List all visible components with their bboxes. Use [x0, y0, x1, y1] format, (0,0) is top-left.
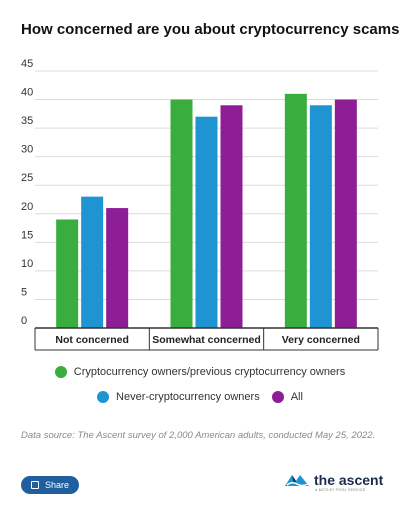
- legend-item-never-owners: Never-cryptocurrency owners: [97, 391, 260, 403]
- bar: [220, 105, 243, 329]
- legend-row-2: Never-cryptocurrency owners All: [0, 391, 400, 403]
- legend-label-all: All: [290, 391, 303, 403]
- bar: [106, 208, 129, 328]
- y-tick-label: 10: [21, 258, 33, 270]
- y-tick-label: 40: [21, 87, 33, 99]
- legend-item-owners: Cryptocurrency owners/previous cryptocur…: [54, 366, 346, 378]
- data-source-note: Data source: The Ascent survey of 2,000 …: [21, 430, 376, 441]
- y-tick-label: 0: [21, 315, 27, 327]
- legend-item-all: All: [271, 391, 303, 403]
- bar: [309, 105, 332, 329]
- legend-swatch-all: [271, 391, 284, 403]
- legend-label-owners: Cryptocurrency owners/previous cryptocur…: [73, 366, 346, 378]
- bar: [334, 99, 357, 328]
- ascent-logo-icon: [285, 475, 309, 487]
- y-tick-label: 25: [21, 172, 33, 184]
- legend-swatch-never-owners: [97, 391, 110, 403]
- bar-chart: 0 5 10 15 20 25 30 35 40 45 Not concerned Somewhat …: [21, 58, 379, 351]
- x-tick-label: Very concerned: [282, 334, 360, 346]
- bar: [195, 116, 218, 328]
- x-tick-label: Somewhat concerned: [152, 334, 261, 346]
- legend-swatch-owners: [54, 366, 67, 378]
- y-tick-label: 45: [21, 58, 33, 70]
- legend-row-1: Cryptocurrency owners/previous cryptocur…: [0, 366, 400, 378]
- y-tick-label: 15: [21, 229, 33, 241]
- share-icon: [31, 481, 39, 489]
- y-tick-label: 35: [21, 115, 33, 127]
- legend-label-never-owners: Never-cryptocurrency owners: [116, 391, 260, 403]
- y-tick-label: 5: [21, 286, 27, 298]
- bar: [284, 93, 307, 328]
- share-button[interactable]: Share: [21, 476, 80, 494]
- brand-name: the ascent: [314, 472, 384, 488]
- brand-logo: the ascent A MOTLEY FOOL SERVICE: [284, 472, 384, 492]
- y-tick-label: 30: [21, 144, 33, 156]
- x-tick-label: Not concerned: [55, 334, 129, 346]
- brand-tagline: A MOTLEY FOOL SERVICE: [315, 488, 366, 492]
- bar: [56, 219, 79, 328]
- share-label: Share: [45, 480, 70, 490]
- bar: [81, 196, 104, 328]
- y-tick-label: 20: [21, 201, 33, 213]
- chart-title: How concerned are you about cryptocurren…: [21, 21, 400, 38]
- bar: [170, 99, 193, 328]
